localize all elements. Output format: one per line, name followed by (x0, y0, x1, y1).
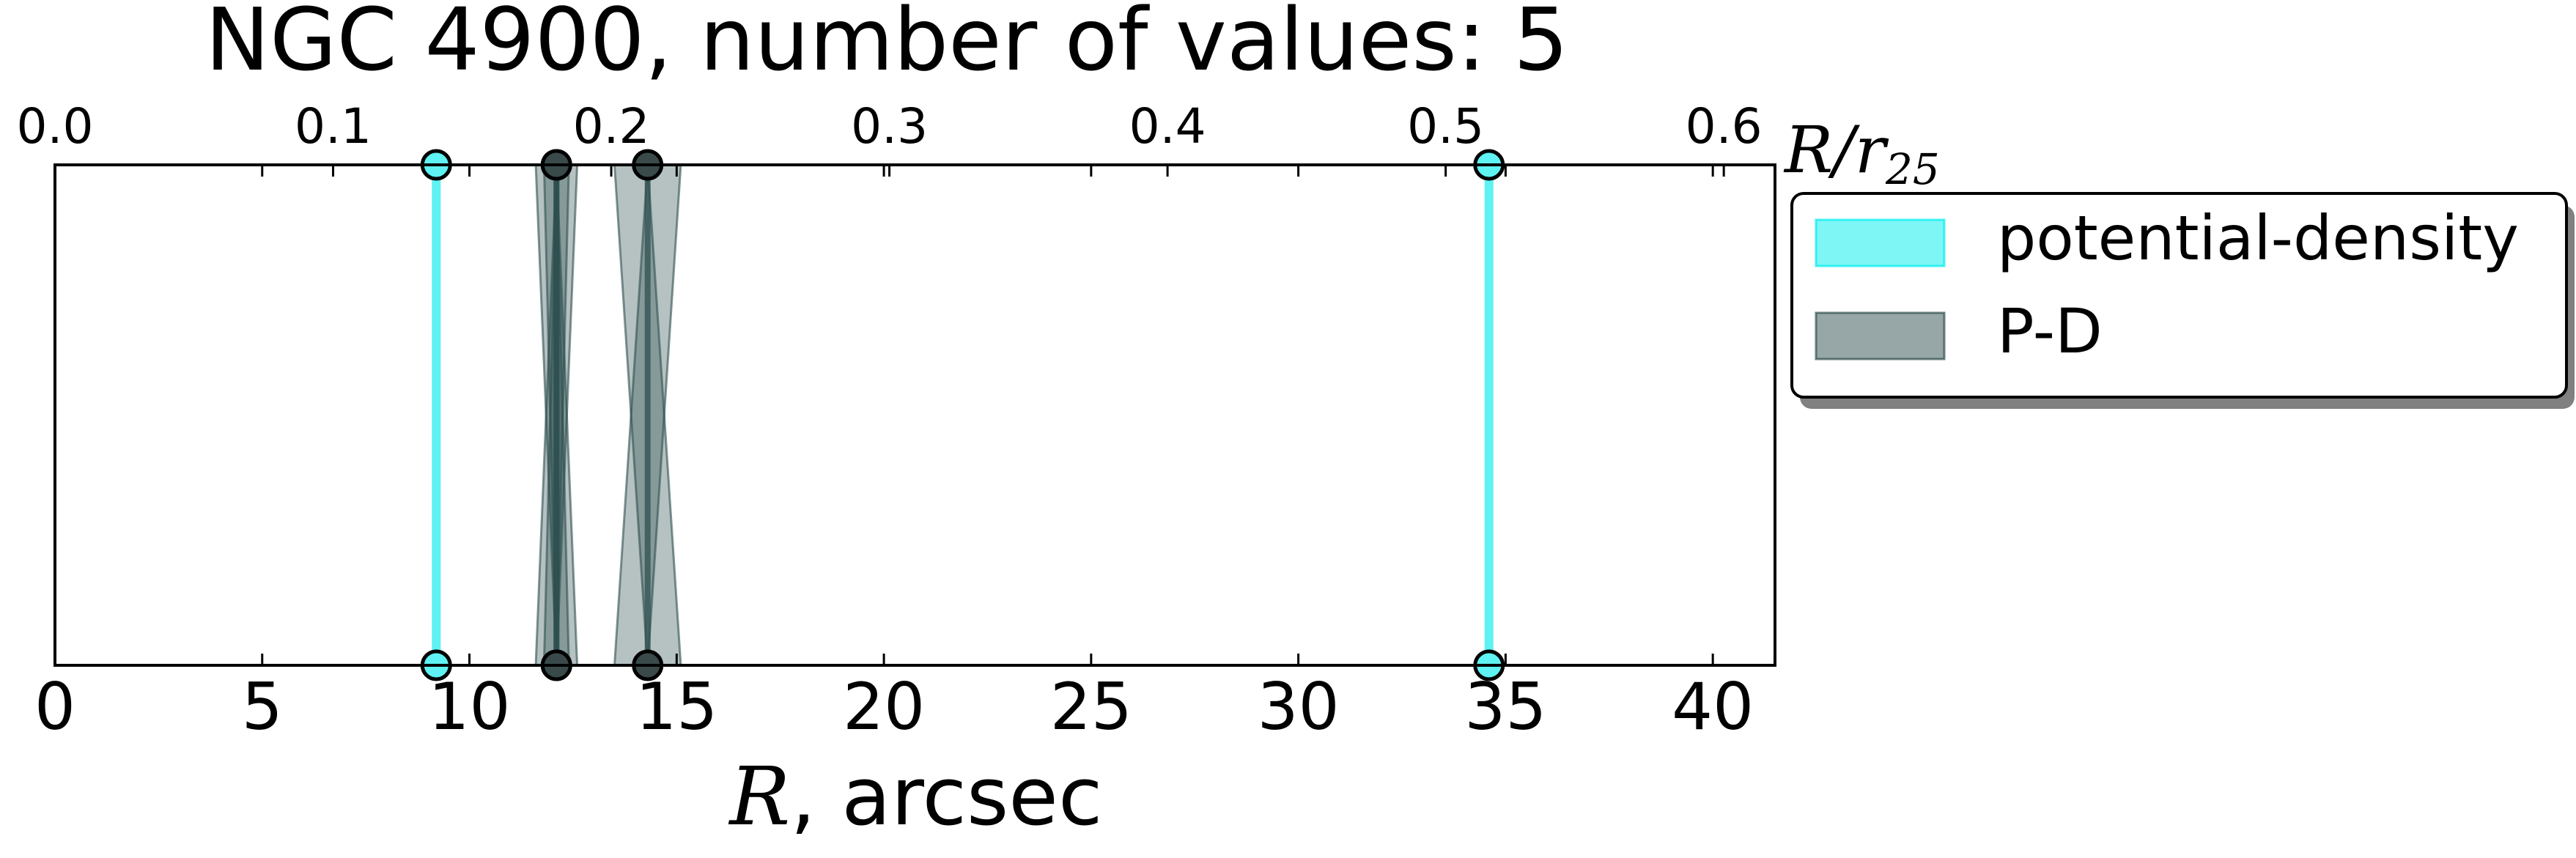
x-top-tick-label: 0.2 (573, 98, 650, 155)
x-bottom-tick-label: 40 (1672, 669, 1754, 744)
x-bottom-tick-label: 20 (843, 669, 925, 744)
x-axis-label-top: R/r25 (1783, 112, 1940, 194)
legend-box (1790, 192, 2568, 399)
x-bottom-tick-label: 5 (242, 669, 283, 744)
x-bottom-tick-label: 35 (1464, 669, 1546, 744)
x-bottom-tick-label: 15 (635, 669, 717, 744)
x-bottom-tick-label: 10 (429, 669, 511, 744)
legend: potential-density P-D (1790, 192, 2575, 409)
x-top-tick-label: 0.6 (1686, 98, 1763, 155)
x-bottom-tick-label: 25 (1050, 669, 1132, 744)
legend-swatch (1815, 311, 1946, 360)
x-axis-label-symbol: R (728, 750, 791, 843)
x-axis-label-rest: , arcsec (790, 750, 1102, 843)
x-top-tick-label: 0.4 (1129, 98, 1206, 155)
legend-label: potential-density (1997, 202, 2519, 274)
legend-entries: potential-density P-D (1815, 202, 2519, 367)
x-axis-label-bottom: R, arcsec (728, 750, 1103, 843)
x-bottom-tick-label: 0 (34, 669, 75, 744)
x-top-tick-label: 0.5 (1407, 98, 1484, 155)
x-axis-top-label-symbol: R/r (1783, 112, 1889, 188)
legend-label: P-D (1997, 295, 2103, 367)
data-marks (420, 149, 1505, 681)
x-top-tick-label: 0.0 (17, 98, 94, 155)
x-top-tick-label: 0.1 (295, 98, 372, 155)
x-top-tick-label: 0.3 (851, 98, 928, 155)
x-axis-top-label-subscript: 25 (1885, 144, 1940, 194)
chart-title: NGC 4900, number of values: 5 (205, 0, 1568, 90)
axis-ticks: 0 5 10 15 20 25 30 35 40 0.0 0.1 0.2 0.3 0.4 0.5 0.6 (17, 98, 1763, 744)
plot-frame (53, 163, 1776, 667)
x-bottom-tick-label: 30 (1258, 669, 1340, 744)
legend-swatch (1815, 218, 1946, 267)
